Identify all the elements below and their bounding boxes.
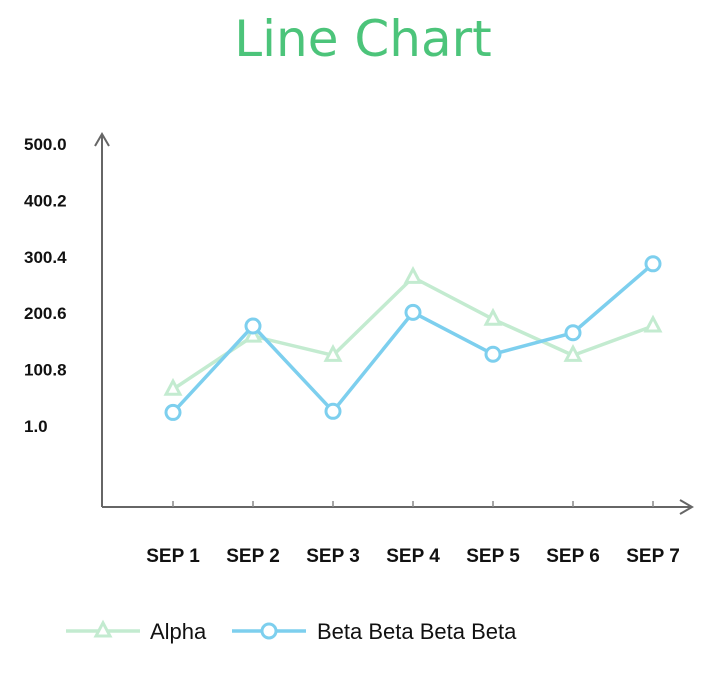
y-tick-label: 300.4 bbox=[24, 248, 67, 267]
legend-item: Alpha bbox=[66, 619, 207, 644]
series-1 bbox=[163, 265, 663, 396]
y-tick-label: 1.0 bbox=[24, 417, 48, 436]
chart-title: Line Chart bbox=[234, 10, 492, 68]
x-tick-label: SEP 4 bbox=[386, 546, 440, 567]
x-tick-label: SEP 1 bbox=[146, 546, 200, 567]
series-2 bbox=[164, 255, 662, 421]
x-tick-label: SEP 3 bbox=[306, 546, 360, 567]
y-tick-labels: 1.0 100.8 200.6 300.4 400.2 500.0 bbox=[24, 135, 67, 436]
legend-label: Alpha bbox=[150, 619, 207, 644]
y-tick-label: 500.0 bbox=[24, 135, 67, 154]
data-point-circle bbox=[164, 403, 182, 421]
legend-item: Beta Beta Beta Beta bbox=[232, 619, 517, 644]
data-point-triangle bbox=[483, 307, 503, 326]
x-tick-labels: SEP 1 SEP 2 SEP 3 SEP 4 SEP 5 SEP 6 SEP 7 bbox=[146, 501, 680, 567]
data-point-triangle bbox=[243, 324, 263, 343]
data-point-circle bbox=[244, 317, 262, 335]
series-layer bbox=[163, 255, 663, 421]
data-point-circle bbox=[260, 622, 278, 640]
legend-label: Beta Beta Beta Beta bbox=[317, 619, 517, 644]
data-point-circle bbox=[564, 324, 582, 342]
data-point-triangle bbox=[93, 619, 113, 638]
axes bbox=[94, 132, 694, 515]
x-tick-label: SEP 7 bbox=[626, 546, 680, 567]
data-point-circle bbox=[484, 345, 502, 363]
data-point-triangle bbox=[403, 265, 423, 284]
data-point-triangle bbox=[643, 314, 663, 333]
x-tick-label: SEP 5 bbox=[466, 546, 520, 567]
y-axis-arrow bbox=[94, 132, 110, 147]
y-tick-label: 100.8 bbox=[24, 361, 67, 380]
series-line bbox=[171, 262, 655, 414]
legend: Alpha Beta Beta Beta Beta bbox=[66, 619, 517, 644]
y-tick-label: 200.6 bbox=[24, 304, 67, 323]
x-tick-label: SEP 6 bbox=[546, 546, 600, 567]
data-point-triangle bbox=[563, 343, 583, 362]
x-axis-arrow bbox=[679, 499, 694, 515]
y-tick-label: 400.2 bbox=[24, 191, 67, 210]
data-point-circle bbox=[324, 402, 342, 420]
data-point-circle bbox=[404, 303, 422, 321]
x-tick-label: SEP 2 bbox=[226, 546, 280, 567]
data-point-triangle bbox=[323, 343, 343, 362]
data-point-circle bbox=[644, 255, 662, 273]
data-point-triangle bbox=[163, 377, 183, 396]
